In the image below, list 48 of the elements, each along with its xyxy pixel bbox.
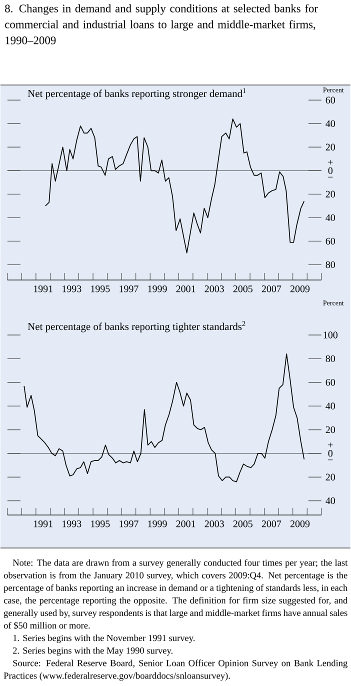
- x-tick-label: 1995: [91, 520, 110, 528]
- y-tick-label: 20: [326, 426, 336, 434]
- line-series: [45, 118, 305, 254]
- x-tick-label: 1995: [91, 286, 110, 292]
- x-tick-label: 2003: [204, 520, 224, 528]
- line-series: [24, 354, 305, 482]
- x-tick-label: 1993: [62, 286, 82, 292]
- y-tick-label: 60: [326, 96, 336, 104]
- text: −: [328, 176, 333, 178]
- x-tick-label: 1997: [120, 286, 138, 292]
- x-tick-label: 2005: [233, 520, 253, 528]
- x-tick-label: 2009: [290, 286, 310, 292]
- chart-title: Net percentage of banks reporting tighter standards$^{2}$: [28, 321, 246, 332]
- x-tick-label: 2007: [262, 520, 282, 528]
- y-tick-label: 0: [328, 167, 333, 174]
- x-tick-label: 2001: [176, 286, 196, 292]
- y-tick-label: 60: [326, 379, 336, 386]
- source-note: Source: Federal Reserve Board, Senior Loan Officer Opinion Survey on Bank Lending Practices (www.federalreserve.gov/boarddocs/snloansurvey).: [4, 660, 348, 681]
- y-tick-label: 20: [326, 144, 336, 150]
- y-tick-label: 40: [326, 402, 336, 410]
- x-tick-label: 1993: [62, 520, 82, 528]
- y-tick-label: 20: [326, 190, 336, 198]
- x-tick-label: 2005: [233, 286, 253, 292]
- y-tick-label: 40: [326, 214, 336, 222]
- x-tick-label: 1997: [120, 520, 138, 528]
- x-tick-label: 2009: [290, 520, 310, 528]
- text: 2. Series begins with the May 1990 survey.: [13, 647, 173, 656]
- y-tick-label: 0: [328, 450, 333, 457]
- y-tick-label: 80: [326, 355, 336, 362]
- x-tick-label: 1991: [34, 286, 53, 292]
- y-tick-label: 100: [324, 332, 338, 338]
- text: +: [328, 160, 333, 164]
- y-tick-label: 60: [326, 238, 336, 245]
- x-tick-label: 1999: [148, 520, 167, 528]
- text: 1. Series begins with the November 1991 survey.: [14, 634, 195, 644]
- x-tick-label: 2007: [262, 286, 282, 292]
- text: +: [328, 442, 333, 448]
- x-tick-label: 1991: [34, 520, 53, 528]
- chart-title: 8. Changes in demand and supply conditions at selected banks for commercial and industrial loans to large and middle-market firms, 1990–2009: [5, 4, 318, 44]
- y-tick-label: 40: [326, 120, 336, 127]
- x-tick-label: 2003: [204, 286, 224, 292]
- x-tick-label: 2001: [176, 520, 196, 528]
- text: Note: The data are drawn from a survey generally conducted four times per year; the last observation is from the January 2010 survey, which covers 2009:Q4. Net percentage is the percentage of banks reporting an increase in demand or a tightening of standards less, in each case, the percentage reporting the opposite. The definition for firm size suggested for, and generally used by, survey respondents is that large and middle-market firms have annual sales of $50 million or more.: [4, 559, 348, 630]
- x-tick-label: 1999: [148, 286, 167, 292]
- y-tick-label: 80: [326, 261, 336, 268]
- y-tick-label: 40: [326, 497, 336, 504]
- y-tick-label: 20: [326, 474, 336, 480]
- chart-subtitle: Net percentage of banks reporting stronger demand$^{1}$: [28, 88, 246, 100]
